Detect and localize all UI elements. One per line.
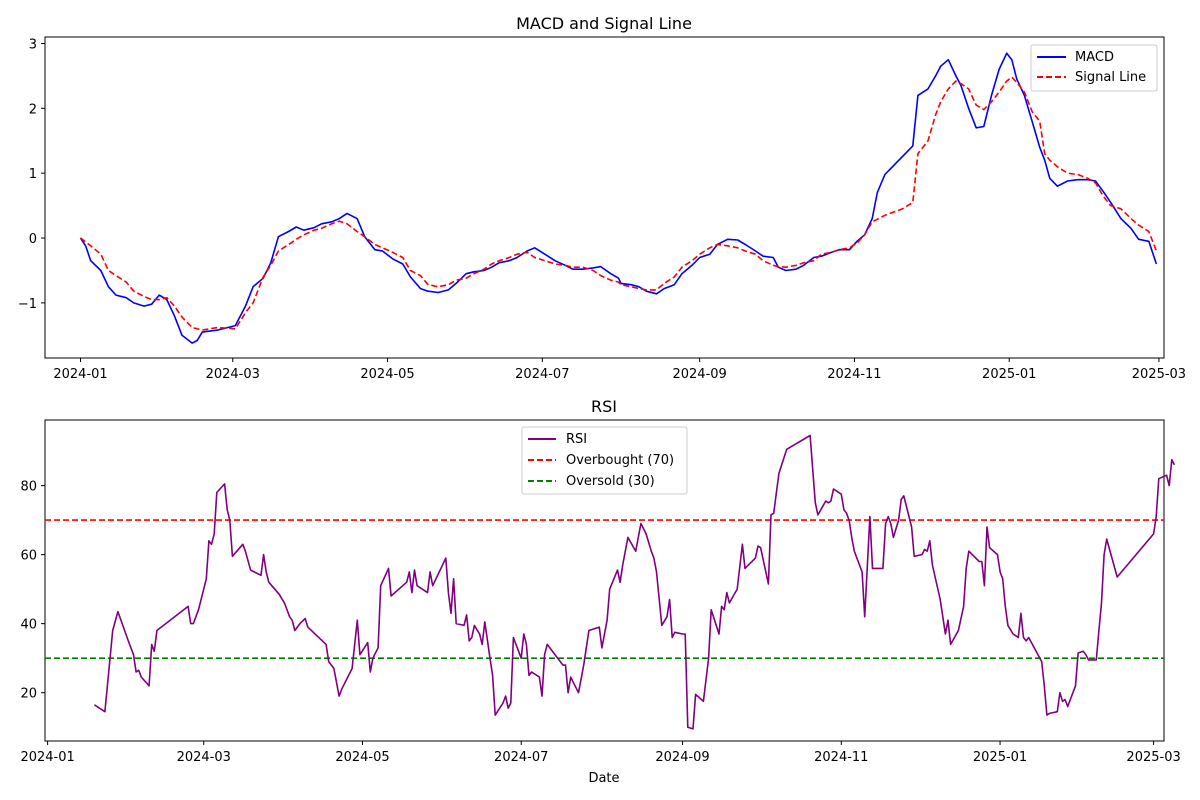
y-tick-label: 2: [29, 102, 37, 117]
x-tick-label: 2025-01: [982, 367, 1036, 382]
y-tick-label: 1: [29, 167, 37, 182]
macd-chart: MACD and Signal Line 2024-01 2024-03 2024-…: [18, 14, 1186, 382]
plot-area: [44, 36, 1165, 359]
x-axis: 2024-01 2024-03 2024-05 2024-07 2024-09 2024-…: [20, 741, 1181, 765]
y-tick-label: 3: [29, 37, 37, 52]
y-tick-label: 60: [20, 549, 37, 564]
legend: RSI Overbought (70) Oversold (30): [521, 426, 688, 495]
plot-area: [44, 419, 1165, 742]
x-tick-label: 2024-07: [494, 750, 548, 765]
y-tick-label: 40: [20, 618, 37, 633]
y-tick-label: 80: [20, 480, 37, 495]
x-tick-label: 2025-01: [973, 750, 1027, 765]
x-tick-label: 2024-07: [515, 367, 569, 382]
chart-title: MACD and Signal Line: [516, 14, 692, 33]
legend-box: [521, 426, 688, 495]
x-tick-label: 2024-03: [206, 367, 260, 382]
reference-lines: [45, 519, 1164, 659]
rsi-series: [93, 434, 1176, 730]
x-tick-label: 2024-03: [177, 750, 231, 765]
x-tick-label: 2025-03: [1126, 750, 1180, 765]
y-axis: 20 40 60 80: [20, 480, 45, 702]
chart-title: RSI: [591, 397, 617, 416]
rsi-chart: RSI 2024-01 2024-03 2024-05 2024-07 2024-09 2…: [20, 397, 1180, 786]
x-axis-label: Date: [588, 771, 619, 786]
x-tick-label: 2024-05: [360, 367, 414, 382]
y-tick-label: 0: [29, 232, 37, 247]
x-tick-label: 2024-01: [20, 750, 74, 765]
y-axis: −1 0 1 2 3: [18, 37, 45, 312]
series-lines: [79, 52, 1158, 344]
series-lines: [93, 434, 1176, 730]
x-axis: 2024-01 2024-03 2024-05 2024-07 2024-09 2024-…: [53, 358, 1186, 382]
legend: MACD Signal Line: [1030, 44, 1158, 92]
legend-label-rsi: RSI: [566, 432, 587, 447]
x-tick-label: 2024-01: [53, 367, 107, 382]
x-tick-label: 2024-11: [827, 367, 881, 382]
signal-line-series: [80, 76, 1158, 331]
x-tick-label: 2024-11: [814, 750, 868, 765]
y-tick-label: −1: [18, 297, 37, 312]
legend-label-macd: MACD: [1075, 50, 1114, 65]
legend-label-oversold: Oversold (30): [566, 474, 655, 489]
legend-label-overbought: Overbought (70): [566, 453, 674, 468]
x-tick-label: 2024-05: [335, 750, 389, 765]
legend-label-signal: Signal Line: [1075, 70, 1146, 85]
x-tick-label: 2025-03: [1132, 367, 1186, 382]
y-tick-label: 20: [20, 687, 37, 702]
x-tick-label: 2024-09: [672, 367, 726, 382]
x-tick-label: 2024-09: [655, 750, 709, 765]
